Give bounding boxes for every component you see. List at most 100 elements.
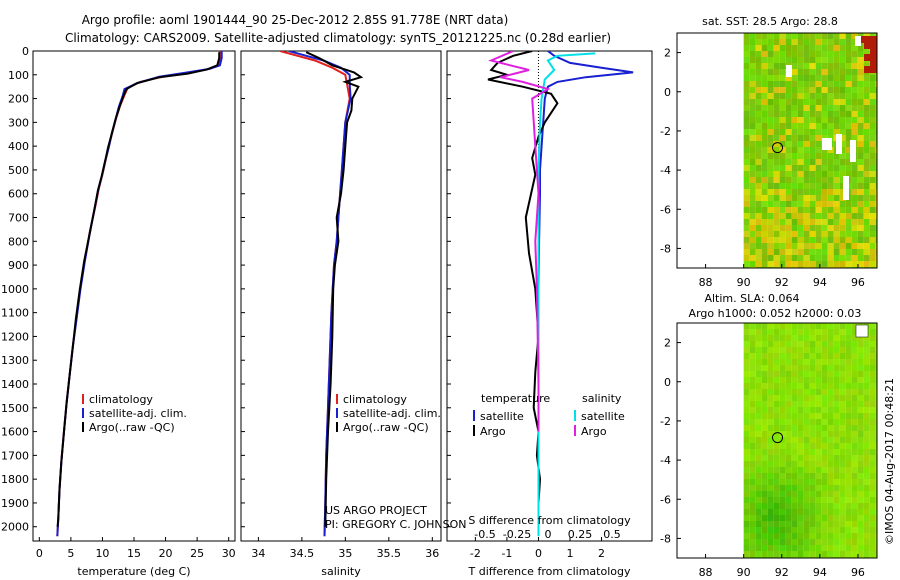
map-cell: [827, 249, 834, 255]
map-cell: [779, 503, 786, 509]
map-cell: [827, 419, 834, 425]
map-cell: [743, 515, 750, 521]
map-cell: [857, 159, 864, 165]
map-cell: [857, 153, 864, 159]
map-cell: [857, 63, 864, 69]
map-cell: [851, 93, 858, 99]
map-cell: [761, 413, 768, 419]
map-cell: [743, 497, 750, 503]
map-cell: [755, 147, 762, 153]
map-cell: [857, 449, 864, 455]
map-cell: [743, 99, 750, 105]
map-cell: [815, 503, 822, 509]
map-cell: [833, 261, 840, 267]
map-cell: [851, 527, 858, 533]
map-cell: [857, 479, 864, 485]
map-cell: [845, 39, 852, 45]
map-cell: [839, 371, 846, 377]
map-cell: [785, 359, 792, 365]
map-cell: [845, 413, 852, 419]
map-cell: [749, 255, 756, 261]
map-cell: [827, 33, 834, 39]
map-cell: [851, 189, 858, 195]
map-cell: [755, 249, 762, 255]
map-cell: [857, 225, 864, 231]
map-cell: [755, 491, 762, 497]
map-cell: [857, 45, 864, 51]
map-cell: [875, 449, 877, 455]
map-cell: [851, 69, 858, 75]
map-cell: [785, 503, 792, 509]
map-cell: [863, 389, 870, 395]
map-cell: [755, 437, 762, 443]
map-cell: [779, 201, 786, 207]
map-cell: [821, 401, 828, 407]
map-cell: [803, 93, 810, 99]
map-cell: [797, 449, 804, 455]
map-cell: [785, 165, 792, 171]
map-cell: [815, 141, 822, 147]
map-cell: [857, 371, 864, 377]
map-cell: [767, 509, 774, 515]
map-cell: [827, 527, 834, 533]
map-cell: [803, 243, 810, 249]
map-cell: [809, 33, 816, 39]
map-cell: [821, 545, 828, 551]
map-cell: [749, 383, 756, 389]
map-cell: [863, 117, 870, 123]
map-cell: [779, 213, 786, 219]
map-cell: [815, 237, 822, 243]
map-cell: [761, 401, 768, 407]
map-cell: [875, 159, 877, 165]
map-cell: [839, 255, 846, 261]
map-cell: [773, 551, 780, 557]
map-cell: [785, 99, 792, 105]
map-cell: [803, 503, 810, 509]
map-cell: [761, 371, 768, 377]
map-cell: [785, 39, 792, 45]
map-cell: [869, 329, 876, 335]
map-cell: [761, 165, 768, 171]
map-cell: [815, 515, 822, 521]
map-cell: [821, 491, 828, 497]
map-cell: [761, 389, 768, 395]
map-cell: [785, 111, 792, 117]
map-cell: [803, 371, 810, 377]
map-cell: [821, 527, 828, 533]
map-missing-data: [786, 65, 792, 77]
map-cell: [779, 533, 786, 539]
map-cell: [767, 539, 774, 545]
map-cell: [749, 201, 756, 207]
map-cell: [815, 51, 822, 57]
map-cell: [821, 219, 828, 225]
map-cell: [767, 395, 774, 401]
map-cell: [743, 117, 750, 123]
map-cell: [833, 461, 840, 467]
map-cell: [869, 213, 876, 219]
map-cell: [779, 51, 786, 57]
y-tick-label: 300: [8, 116, 29, 129]
map-cell: [767, 365, 774, 371]
map-cell: [773, 455, 780, 461]
map-cell: [749, 33, 756, 39]
map-cell: [857, 69, 864, 75]
map-cell: [809, 485, 816, 491]
map-cell: [875, 419, 877, 425]
map-cell: [779, 261, 786, 267]
map-cell: [809, 497, 816, 503]
map-cell: [767, 341, 774, 347]
map-cell: [749, 75, 756, 81]
map-cell: [773, 117, 780, 123]
map-cell: [791, 341, 798, 347]
map-cell: [761, 443, 768, 449]
map-cell: [791, 231, 798, 237]
secondary-tick-label: 0.5: [603, 528, 621, 541]
map-cell: [743, 87, 750, 93]
map-cell: [857, 551, 864, 557]
map-cell: [767, 521, 774, 527]
map-cell: [845, 521, 852, 527]
map-cell: [797, 551, 804, 557]
map-cell: [839, 485, 846, 491]
map-cell: [803, 419, 810, 425]
map-cell: [797, 491, 804, 497]
